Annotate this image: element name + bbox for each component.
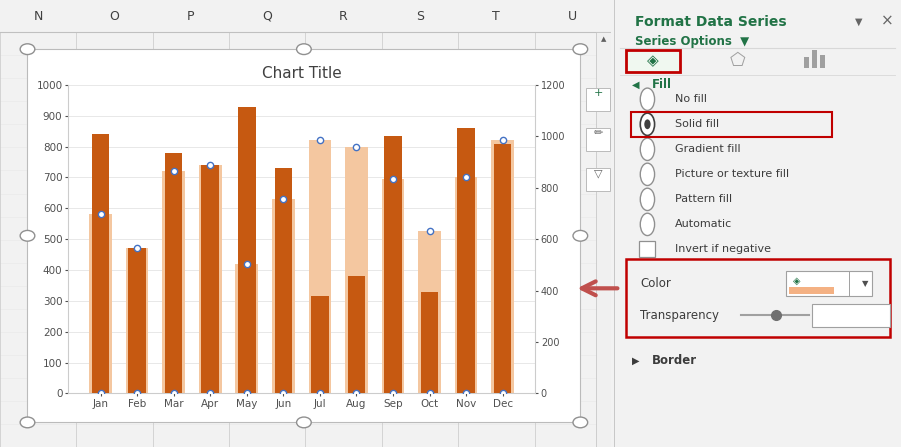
- Text: Automatic: Automatic: [675, 219, 732, 229]
- Text: ◀: ◀: [632, 80, 639, 90]
- Bar: [384, 136, 402, 393]
- Bar: [787, 271, 872, 296]
- Bar: [0, 0, 611, 32]
- Bar: [494, 143, 512, 393]
- Bar: [199, 165, 222, 393]
- Bar: [418, 232, 441, 393]
- Text: 43%: 43%: [833, 309, 859, 322]
- Text: ◈: ◈: [647, 53, 659, 68]
- Bar: [804, 57, 809, 68]
- Text: Solid fill: Solid fill: [675, 119, 719, 129]
- Bar: [235, 264, 259, 393]
- Bar: [455, 177, 478, 393]
- Circle shape: [20, 231, 35, 241]
- Circle shape: [641, 113, 655, 135]
- Text: ▲: ▲: [882, 306, 887, 312]
- Text: ▼: ▼: [855, 17, 862, 26]
- Text: S: S: [416, 9, 424, 23]
- Bar: [458, 128, 475, 393]
- Bar: [348, 276, 365, 393]
- Bar: [812, 304, 889, 327]
- Text: ⬠: ⬠: [730, 52, 745, 70]
- Text: ▽: ▽: [594, 169, 602, 178]
- Circle shape: [641, 138, 655, 160]
- Bar: [126, 249, 149, 393]
- Circle shape: [641, 188, 655, 211]
- Circle shape: [296, 417, 311, 428]
- Bar: [631, 112, 832, 137]
- Text: Transparency: Transparency: [641, 309, 719, 322]
- Circle shape: [573, 44, 587, 55]
- Circle shape: [20, 44, 35, 55]
- Bar: [128, 249, 146, 393]
- Bar: [28, 49, 580, 422]
- Text: Color: Color: [641, 278, 671, 291]
- Bar: [812, 50, 817, 68]
- Text: Format Data Series: Format Data Series: [634, 15, 787, 30]
- Circle shape: [641, 213, 655, 236]
- Text: ◈: ◈: [793, 276, 800, 286]
- Text: ▼: ▼: [862, 279, 869, 288]
- Text: Series Options  ▼: Series Options ▼: [634, 34, 749, 48]
- Text: Fill: Fill: [651, 78, 672, 92]
- Circle shape: [641, 88, 655, 110]
- Bar: [275, 168, 292, 393]
- Circle shape: [573, 231, 587, 241]
- Text: T: T: [493, 9, 500, 23]
- Bar: [596, 32, 611, 447]
- Bar: [89, 215, 112, 393]
- Bar: [92, 134, 109, 393]
- Text: +: +: [594, 88, 603, 98]
- Bar: [587, 128, 610, 151]
- Bar: [162, 171, 185, 393]
- Circle shape: [573, 417, 587, 428]
- Bar: [587, 168, 610, 191]
- Bar: [587, 88, 610, 111]
- Bar: [626, 50, 680, 72]
- Bar: [789, 287, 833, 294]
- Bar: [309, 140, 332, 393]
- Circle shape: [644, 119, 651, 129]
- Text: U: U: [569, 9, 578, 23]
- Bar: [202, 165, 219, 393]
- Text: Border: Border: [651, 354, 696, 367]
- Bar: [491, 140, 514, 393]
- Text: ✏: ✏: [594, 128, 603, 138]
- Bar: [272, 199, 295, 393]
- Text: Q: Q: [262, 9, 272, 23]
- Text: Pattern fill: Pattern fill: [675, 194, 732, 204]
- Text: ▲: ▲: [601, 36, 606, 42]
- Bar: [382, 179, 405, 393]
- Text: O: O: [110, 9, 120, 23]
- Text: ×: ×: [881, 14, 894, 29]
- Text: ▼: ▼: [882, 318, 887, 325]
- Title: Chart Title: Chart Title: [262, 66, 341, 81]
- Text: P: P: [187, 9, 195, 23]
- Circle shape: [20, 417, 35, 428]
- Circle shape: [641, 163, 655, 186]
- Circle shape: [296, 44, 311, 55]
- Bar: [238, 106, 256, 393]
- Text: Invert if negative: Invert if negative: [675, 245, 770, 254]
- Text: ▶: ▶: [632, 356, 639, 366]
- Text: N: N: [33, 9, 43, 23]
- Bar: [639, 241, 655, 257]
- Text: R: R: [340, 9, 348, 23]
- Text: No fill: No fill: [675, 94, 706, 104]
- Bar: [421, 291, 439, 393]
- Bar: [345, 147, 368, 393]
- Text: Picture or texture fill: Picture or texture fill: [675, 169, 788, 179]
- Text: Gradient fill: Gradient fill: [675, 144, 741, 154]
- Bar: [626, 259, 889, 337]
- FancyArrowPatch shape: [582, 281, 617, 295]
- Bar: [165, 153, 183, 393]
- Bar: [820, 55, 824, 68]
- Bar: [311, 296, 329, 393]
